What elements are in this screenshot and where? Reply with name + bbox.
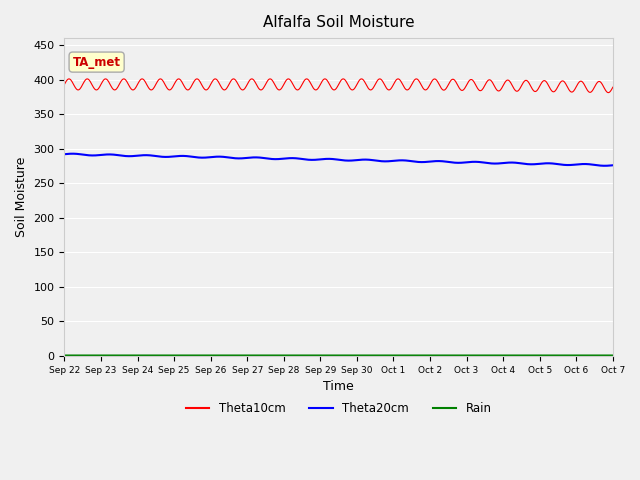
Rain: [61, 352, 68, 358]
Theta20cm: [104, 152, 111, 157]
Theta10cm: [305, 77, 312, 83]
Theta20cm: [315, 156, 323, 162]
Theta20cm: [373, 158, 381, 164]
Theta20cm: [294, 156, 301, 161]
Theta10cm: [61, 82, 68, 87]
Theta10cm: [293, 87, 301, 93]
Rain: [125, 352, 133, 358]
Title: Alfalfa Soil Moisture: Alfalfa Soil Moisture: [263, 15, 415, 30]
Rain: [372, 352, 380, 358]
Theta20cm: [609, 162, 617, 168]
Rain: [305, 352, 312, 358]
Theta20cm: [305, 157, 313, 163]
Theta20cm: [68, 151, 76, 156]
Rain: [314, 352, 322, 358]
Theta10cm: [609, 84, 617, 90]
Y-axis label: Soil Moisture: Soil Moisture: [15, 157, 28, 237]
Theta20cm: [601, 163, 609, 168]
Theta10cm: [605, 90, 612, 96]
Theta10cm: [373, 79, 381, 84]
X-axis label: Time: Time: [323, 380, 354, 393]
Rain: [293, 352, 301, 358]
Theta20cm: [61, 151, 68, 157]
Rain: [609, 352, 617, 358]
Rain: [103, 352, 111, 358]
Legend: Theta10cm, Theta20cm, Rain: Theta10cm, Theta20cm, Rain: [181, 397, 496, 420]
Theta10cm: [314, 85, 322, 91]
Line: Theta10cm: Theta10cm: [65, 79, 613, 93]
Theta20cm: [125, 153, 133, 159]
Text: TA_met: TA_met: [72, 56, 120, 69]
Theta10cm: [339, 76, 347, 82]
Line: Theta20cm: Theta20cm: [65, 154, 613, 166]
Theta10cm: [125, 83, 133, 89]
Theta10cm: [103, 76, 111, 82]
